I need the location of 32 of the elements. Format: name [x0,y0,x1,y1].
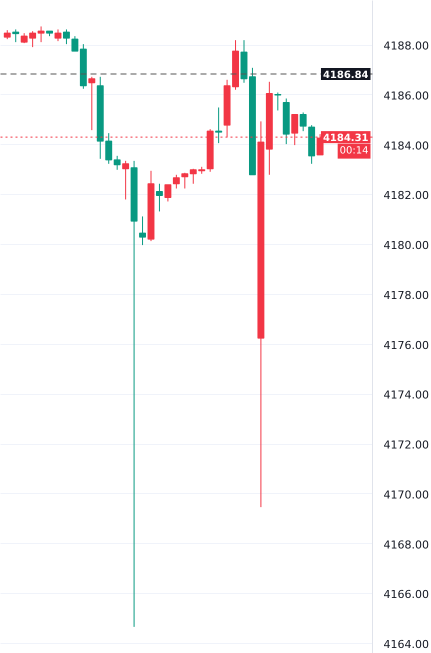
y-tick-label: 4178.00 [384,288,429,302]
candlestick [215,106,222,144]
candlestick [139,216,146,246]
y-tick-label: 4182.00 [384,189,429,202]
candlestick [114,155,121,170]
y-tick-label: 4184.00 [384,139,429,152]
ref-line-label: 4186.84 [322,70,369,82]
candlestick [181,172,188,189]
y-tick-label: 4166.00 [384,588,429,602]
candlestick [122,160,130,200]
y-tick-label: 4168.00 [384,538,429,552]
y-tick-label: 4180.00 [384,239,429,252]
candlestick [105,132,112,164]
candlestick [300,112,307,132]
y-tick-label: 4186.00 [384,89,429,102]
candlestick [88,76,96,131]
text: 00:14 [340,146,369,157]
candlestick [190,168,197,184]
candlestick [12,28,20,43]
candlestick [164,184,172,202]
y-tick-label: 4188.00 [384,40,429,53]
y-tick-label: 4164.00 [384,638,429,652]
y-tick-label: 4174.00 [384,388,429,402]
candlestick [156,183,163,212]
candlestick [274,92,282,111]
candlestick [172,174,180,189]
candlestick [62,28,70,45]
y-tick-label: 4170.00 [384,488,429,502]
ref-line-label: 4184.31 [322,133,369,144]
y-tick-label: 4172.00 [384,438,429,452]
candlestick [54,28,62,42]
y-tick-label: 4176.00 [384,338,429,352]
